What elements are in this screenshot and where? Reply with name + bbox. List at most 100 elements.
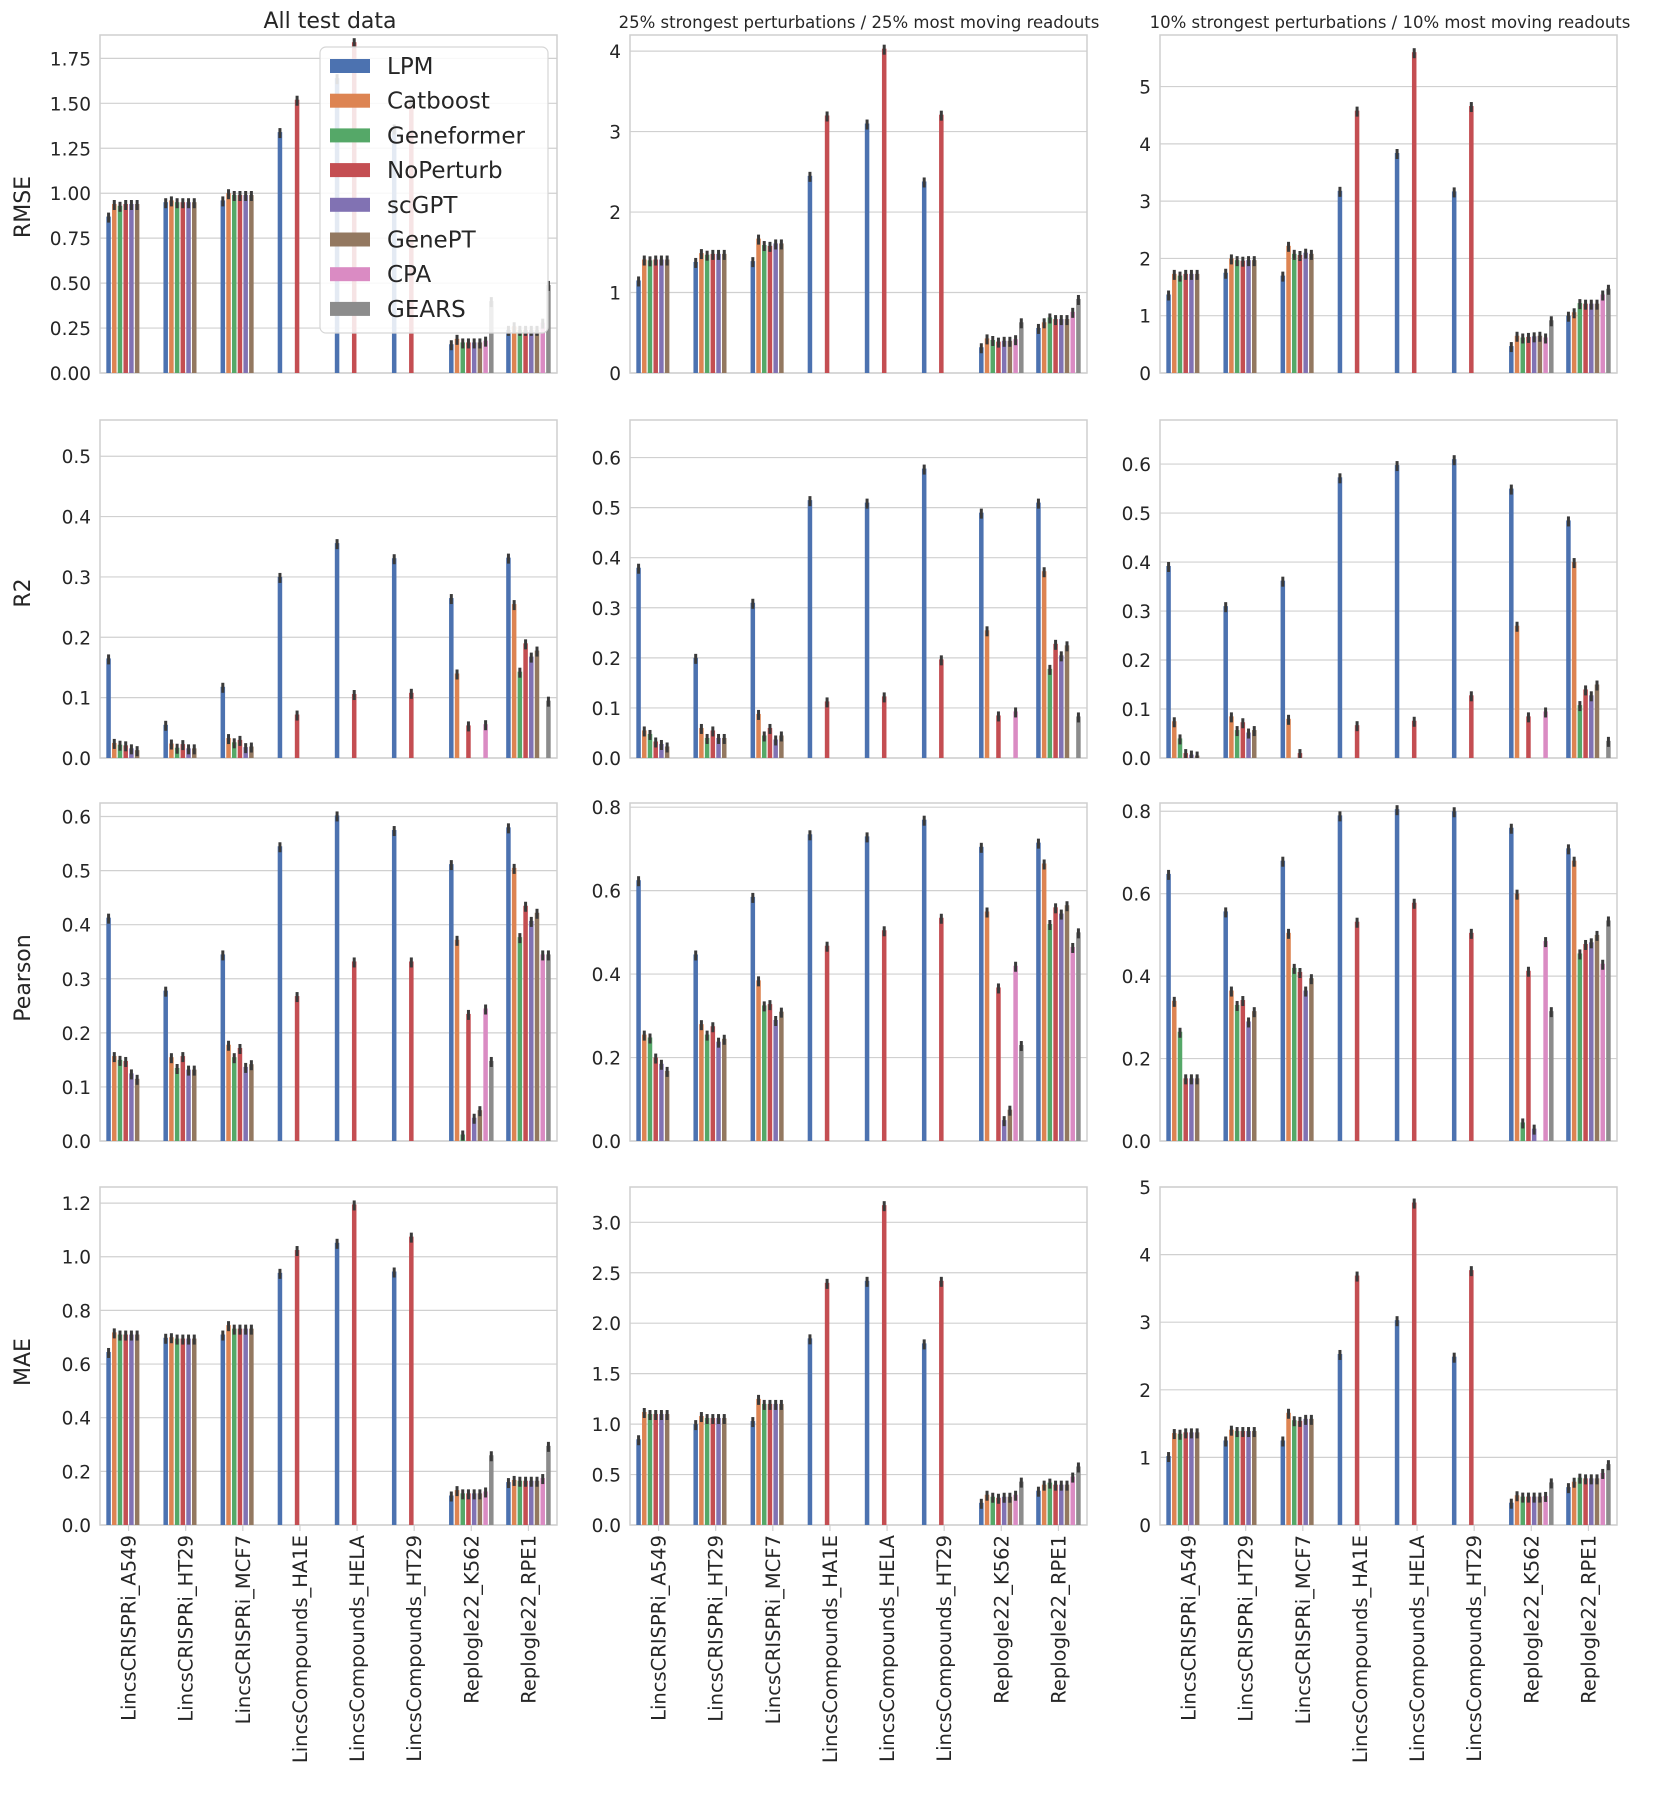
bar-lpm-lincscompounds-hela [864,123,870,374]
bar-cpa-replogle22-k562 [483,1491,488,1525]
bar-noperturb-replogle22-k562 [996,1497,1001,1525]
bar-catboost-lincscrispri-ht29 [169,1337,174,1525]
bar-geneformer-lincscrispri-ht29 [704,1034,710,1141]
bar-geneformer-lincscrispri-a549 [647,1414,653,1525]
bar-catboost-replogle22-rpe1 [1571,562,1577,758]
bar-noperturb-replogle22-k562 [1526,1496,1531,1525]
y-tick-label: 0.6 [1122,455,1151,476]
bar-noperturb-lincscrispri-mcf7 [767,727,773,758]
y-tick-label: 1.75 [50,49,91,70]
bar-scgpt-lincscrispri-mcf7 [773,1403,778,1525]
bar-noperturb-lincscrispri-ht29 [1240,1000,1246,1141]
bar-geneformer-replogle22-k562 [990,340,995,373]
y-tick-label: 1 [1139,307,1151,328]
bar-catboost-lincscrispri-ht29 [169,200,174,373]
bar-catboost-replogle22-rpe1 [511,604,517,758]
bar-geneformer-lincscrispri-ht29 [1234,1004,1240,1141]
bar-geneformer-replogle22-rpe1 [1047,924,1053,1141]
bar-catboost-lincscrispri-a549 [112,204,117,373]
bar-geneformer-lincscrispri-a549 [117,1059,123,1141]
bar-geneformer-lincscrispri-mcf7 [761,245,767,373]
bar-noperturb-replogle22-rpe1 [523,1480,528,1525]
bar-lpm-lincscompounds-ht29 [1451,1356,1457,1525]
x-tick-label-lincscompounds-hela: LincsCompounds_HELA [1406,1534,1429,1762]
bar-genept-replogle22-rpe1 [534,1480,540,1525]
bar-scgpt-replogle22-k562 [471,1493,477,1525]
bar-lpm-lincscrispri-ht29 [1223,1440,1228,1525]
bar-lpm-replogle22-k562 [449,598,454,758]
bar-catboost-lincscrispri-mcf7 [226,193,231,373]
column-titles: All test data 25% strongest perturbation… [263,9,1630,34]
y-tick-label: 0.3 [62,970,91,991]
bar-genept-lincscrispri-a549 [664,1070,670,1141]
bar-scgpt-lincscrispri-a549 [129,204,134,373]
bar-catboost-lincscrispri-mcf7 [1286,1412,1291,1525]
bar-catboost-replogle22-rpe1 [1041,863,1047,1141]
bar-catboost-lincscrispri-ht29 [699,727,704,758]
y-tick-label: 0.5 [1122,504,1151,525]
bar-lpm-lincscrispri-ht29 [163,990,168,1141]
legend-swatch-geneformer [330,128,370,143]
bar-noperturb-lincscompounds-hela [1411,902,1417,1141]
bar-noperturb-replogle22-k562 [1526,336,1531,373]
bar-genept-replogle22-rpe1 [534,912,540,1141]
bar-catboost-lincscrispri-ht29 [169,1057,174,1141]
y-tick-label: 4 [609,42,621,63]
bar-geneformer-replogle22-rpe1 [1577,1477,1583,1525]
bar-scgpt-replogle22-rpe1 [529,920,534,1141]
bar-genept-lincscrispri-a549 [1194,1078,1200,1141]
bar-noperturb-replogle22-rpe1 [1053,319,1058,373]
bar-geneformer-lincscrispri-mcf7 [231,1057,237,1141]
bar-lpm-lincscrispri-ht29 [1223,272,1228,373]
x-tick-label-replogle22-k562: Replogle22_K562 [990,1535,1013,1704]
bar-genept-lincscrispri-mcf7 [779,243,784,373]
y-tick-label: 1 [1139,1448,1151,1469]
y-tick-label: 0.2 [1122,1050,1151,1071]
bar-lpm-lincscompounds-ha1e [807,175,813,373]
bar-catboost-lincscrispri-mcf7 [756,980,761,1141]
bar-catboost-replogle22-rpe1 [511,1479,517,1525]
bar-geneformer-replogle22-rpe1 [517,937,523,1141]
bar-genept-lincscrispri-a549 [134,204,140,373]
y-tick-label: 0.4 [1122,553,1151,574]
bar-catboost-lincscrispri-mcf7 [1286,245,1291,373]
y-tick-label: 0.5 [592,499,621,520]
y-tick-label: 0.8 [592,798,621,819]
bar-noperturb-lincscrispri-mcf7 [237,1328,243,1525]
bar-geneformer-replogle22-k562 [460,1493,465,1525]
bar-catboost-lincscrispri-mcf7 [226,738,231,758]
panel-frame [1159,802,1618,1142]
bar-geneformer-lincscrispri-ht29 [1234,260,1240,373]
panel-frame [629,419,1088,759]
bar-lpm-lincscompounds-ha1e [1337,815,1343,1141]
bar-noperturb-lincscrispri-mcf7 [237,195,243,373]
bar-cpa-replogle22-rpe1 [1070,1476,1075,1525]
bar-noperturb-lincscrispri-mcf7 [767,1004,773,1141]
bar-scgpt-lincscrispri-ht29 [1246,260,1251,373]
bar-genept-replogle22-rpe1 [1594,684,1600,758]
bar-geneformer-lincscrispri-a549 [1177,1031,1183,1141]
x-tick-label-replogle22-rpe1: Replogle22_RPE1 [1047,1535,1070,1704]
bar-gears-replogle22-k562 [1019,1481,1024,1525]
bar-geneformer-replogle22-rpe1 [1577,953,1583,1141]
y-tick-label: 0.0 [592,1132,621,1153]
bar-noperturb-lincscrispri-ht29 [1240,1431,1246,1525]
bar-scgpt-lincscrispri-ht29 [1246,1431,1251,1525]
bar-genept-lincscrispri-mcf7 [249,1328,254,1525]
x-tick-label-lincscompounds-ha1e: LincsCompounds_HA1E [1349,1535,1372,1763]
bar-noperturb-lincscrispri-mcf7 [1297,254,1303,373]
bar-genept-replogle22-rpe1 [1064,1484,1070,1525]
bar-noperturb-lincscompounds-hela [881,696,887,758]
bar-genept-replogle22-k562 [1007,340,1013,373]
column-title-10pct: 10% strongest perturbations / 10% most m… [1150,13,1631,32]
bar-noperturb-replogle22-rpe1 [523,329,528,373]
bar-genept-lincscrispri-ht29 [192,1338,197,1525]
x-tick-label-lincscrispri-mcf7: LincsCRISPRi_MCF7 [762,1535,785,1724]
legend-label-noperturb: NoPerturb [387,158,503,184]
bar-geneformer-lincscrispri-a549 [647,260,653,373]
bar-noperturb-lincscompounds-ha1e [294,99,300,374]
x-tick-label-lincscrispri-ht29: LincsCRISPRi_HT29 [1235,1535,1258,1722]
bar-genept-lincscrispri-mcf7 [779,1011,784,1141]
y-tick-label: 0.0 [62,1132,91,1153]
x-tick-label-lincscompounds-hela: LincsCompounds_HELA [346,1534,369,1762]
